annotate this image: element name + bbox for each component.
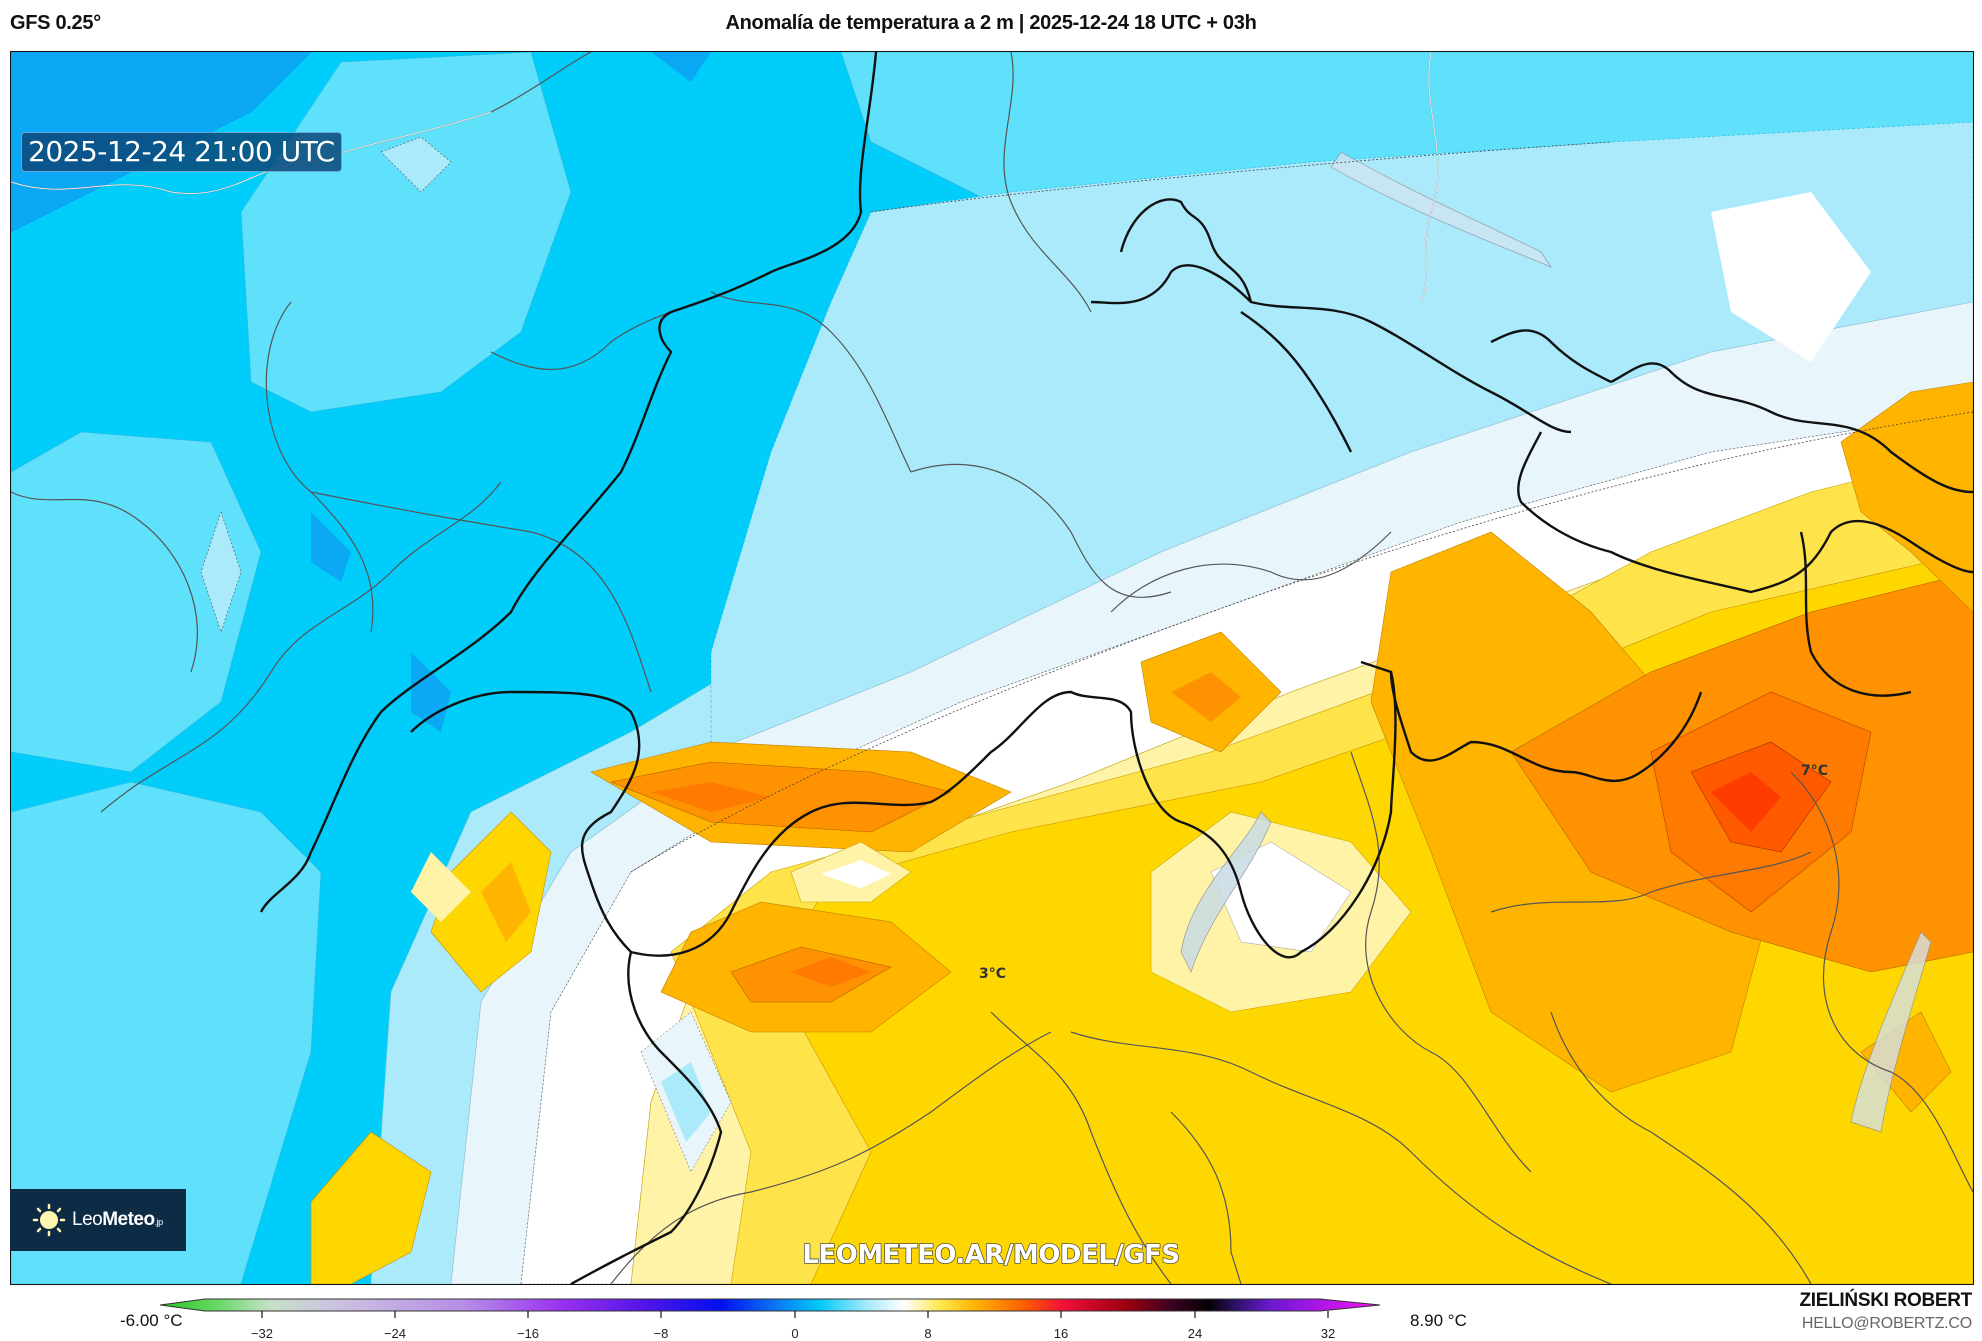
colorbar [160,1298,1381,1318]
colorbar-tick: −24 [383,1326,407,1341]
colorbar-tick: 32 [1320,1326,1336,1341]
chart-title: Anomalía de temperatura a 2 m | 2025-12-… [725,12,1257,34]
colorbar-tick: −32 [250,1326,274,1341]
colorbar-min-label: -6.00 °C [120,1311,183,1330]
logo-text: LeoMeteo.jp [72,1209,163,1230]
author-credit: ZIELIŃSKI ROBERT HELLO@ROBERTZ.CO [1799,1290,1972,1333]
colorbar-max-label: 8.90 °C [1410,1311,1467,1330]
temperature-label-7c: 7°C [1801,763,1829,779]
temperature-anomaly-map[interactable]: 2025-12-24 21:00 UTC 3°C 7°C [10,51,1974,1285]
leometeo-logo[interactable]: LeoMeteo.jp [10,1189,186,1251]
colorbar-tick: −8 [653,1326,669,1341]
sun-icon [32,1203,66,1237]
model-label: GFS 0.25° [10,12,101,34]
colorbar-tick: 0 [791,1326,799,1341]
author-name: ZIELIŃSKI ROBERT [1799,1290,1972,1311]
watermark-url: LEOMETEO.AR/MODEL/GFS [802,1239,1181,1270]
colorbar-tick: 8 [924,1326,932,1341]
temperature-label-3c: 3°C [979,966,1007,982]
author-email[interactable]: HELLO@ROBERTZ.CO [1801,1315,1972,1332]
colorbar-tick: −16 [516,1326,540,1341]
contour-field [11,52,1973,1284]
colorbar-tick: 24 [1187,1326,1203,1341]
valid-time-badge: 2025-12-24 21:00 UTC [21,132,342,172]
colorbar-tick: 16 [1053,1326,1069,1341]
